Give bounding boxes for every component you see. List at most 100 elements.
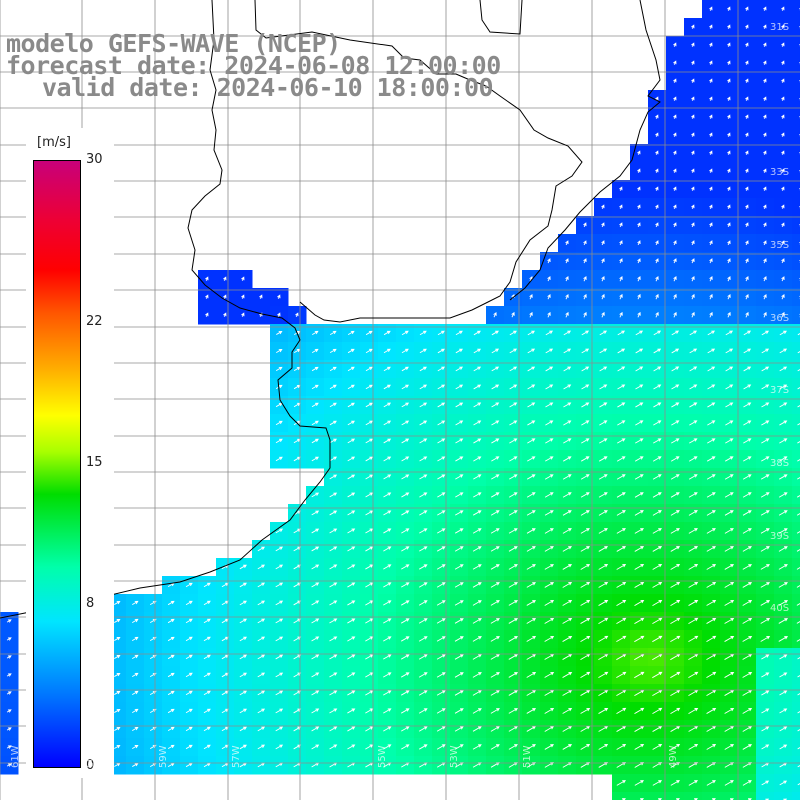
wind-arrow — [616, 780, 626, 786]
wind-arrow — [223, 294, 227, 299]
wind-arrow — [652, 456, 662, 462]
wind-arrow — [760, 636, 771, 642]
wind-arrow — [545, 456, 554, 462]
wind-arrow — [797, 747, 800, 750]
wind-arrow — [329, 672, 338, 678]
wind-arrow — [760, 510, 770, 516]
wind-arrow — [709, 132, 713, 137]
wind-arrow — [454, 582, 464, 588]
wind-arrow — [617, 402, 626, 408]
wind-cell — [792, 108, 800, 127]
wind-arrow — [779, 438, 788, 444]
wind-arrow — [797, 729, 800, 732]
wind-arrow — [655, 275, 659, 282]
wind-arrow — [727, 186, 731, 191]
wind-arrow — [544, 600, 555, 606]
wind-arrow — [347, 492, 356, 498]
wind-arrow — [544, 510, 554, 516]
wind-arrow — [529, 293, 533, 300]
wind-arrow — [616, 707, 627, 714]
wind-arrow — [598, 492, 608, 498]
wind-arrow — [760, 546, 770, 552]
wind-arrow — [418, 636, 428, 642]
wind-arrow — [526, 510, 536, 516]
wind-arrow — [760, 474, 770, 480]
wind-arrow — [670, 581, 681, 588]
wind-arrow — [400, 636, 410, 642]
wind-arrow — [580, 492, 590, 498]
wind-arrow — [6, 673, 12, 677]
wind-arrow — [526, 636, 537, 642]
wind-arrow — [132, 744, 139, 749]
wind-arrow — [781, 168, 785, 173]
wind-arrow — [691, 276, 695, 282]
wind-cell — [666, 792, 685, 800]
wind-arrow — [599, 366, 608, 372]
wind-arrow — [239, 654, 248, 660]
wind-arrow — [742, 726, 753, 732]
wind-arrow — [634, 546, 645, 552]
wind-arrow — [796, 639, 800, 642]
wind-arrow — [670, 546, 681, 552]
wind-arrow — [742, 654, 753, 660]
wind-arrow — [670, 510, 680, 516]
wind-arrow — [619, 276, 623, 282]
wind-arrow — [598, 671, 609, 679]
wind-arrow — [779, 744, 788, 750]
wind-arrow — [455, 330, 463, 336]
wind-arrow — [419, 456, 428, 462]
wind-arrow — [400, 600, 410, 606]
wind-arrow — [742, 510, 752, 516]
wind-arrow — [781, 132, 785, 137]
wind-arrow — [583, 276, 587, 282]
colorbar-tick-label: 0 — [86, 758, 95, 773]
wind-cell — [792, 18, 800, 37]
wind-arrow — [383, 618, 392, 624]
wind-arrow — [383, 384, 391, 390]
wind-arrow — [617, 330, 626, 336]
wind-arrow — [706, 510, 716, 516]
wind-arrow — [239, 582, 247, 588]
wind-arrow — [365, 330, 373, 336]
wind-arrow — [544, 726, 555, 732]
wind-arrow — [691, 240, 695, 246]
wind-arrow — [763, 42, 767, 47]
wind-arrow — [132, 708, 139, 713]
wind-arrow — [691, 311, 695, 318]
wind-arrow — [637, 204, 641, 209]
wind-arrow — [598, 635, 609, 643]
wind-cell — [792, 36, 800, 55]
wind-arrow — [778, 510, 788, 516]
wind-cell — [792, 126, 800, 145]
wind-arrow — [706, 546, 717, 552]
wind-arrow — [709, 186, 713, 191]
wind-arrow — [760, 492, 770, 498]
wind-arrow — [745, 96, 749, 101]
wind-arrow — [760, 564, 770, 570]
wind-arrow — [670, 474, 680, 480]
wind-arrow — [347, 582, 356, 588]
wind-arrow — [455, 348, 463, 354]
wind-arrow — [637, 258, 641, 264]
wind-arrow — [562, 726, 573, 732]
wind-arrow — [275, 726, 284, 732]
wind-arrow — [563, 384, 572, 390]
wind-arrow — [490, 492, 500, 498]
wind-arrow — [365, 510, 374, 516]
wind-arrow — [329, 636, 338, 642]
wind-arrow — [114, 708, 121, 713]
wind-arrow — [653, 420, 662, 426]
wind-arrow — [673, 60, 677, 65]
wind-arrow — [329, 726, 338, 732]
wind-cell — [792, 648, 800, 667]
wind-arrow — [652, 635, 663, 643]
wind-arrow — [639, 798, 644, 800]
latitude-label: 31S — [770, 22, 790, 33]
wind-arrow — [203, 672, 211, 678]
wind-arrow — [239, 690, 247, 696]
wind-arrow — [745, 186, 749, 191]
wind-arrow — [761, 654, 770, 660]
wind-arrow — [657, 798, 662, 800]
wind-arrow — [257, 618, 266, 624]
